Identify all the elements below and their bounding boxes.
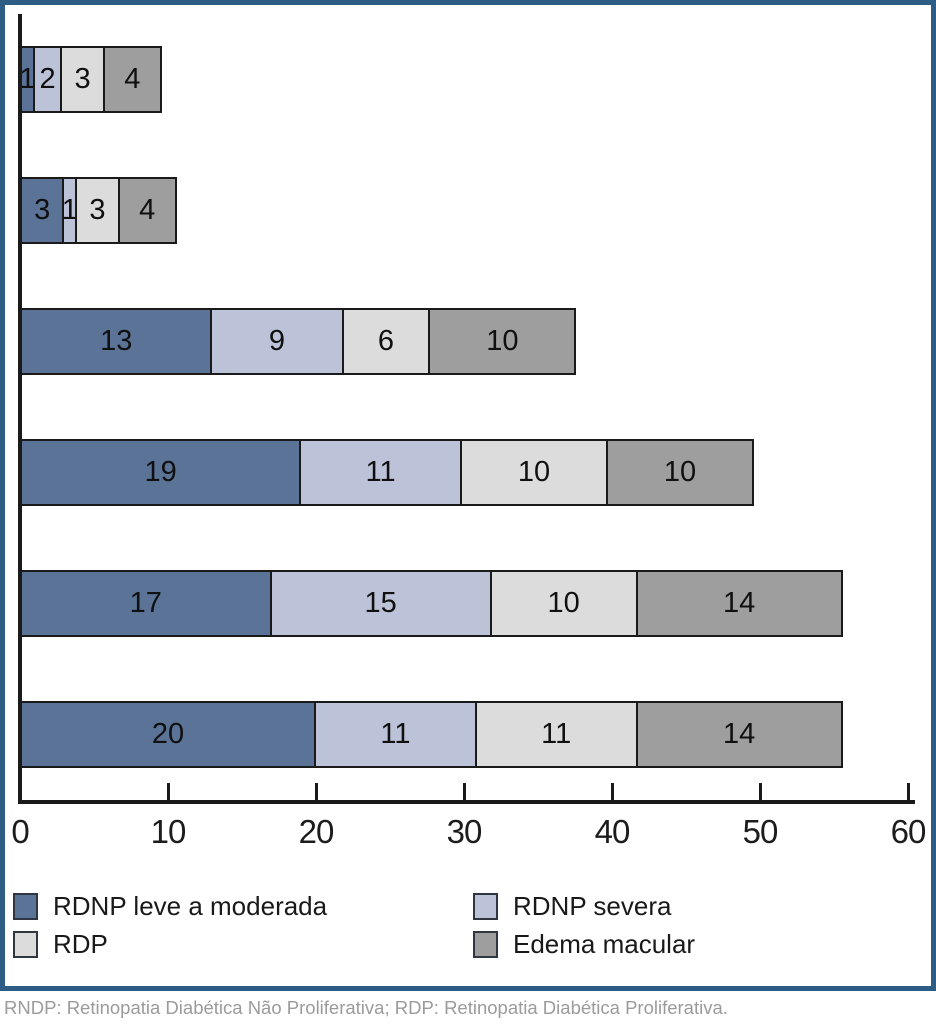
x-tick-mark xyxy=(314,783,318,801)
x-tick-label: 0 xyxy=(11,813,29,850)
legend-swatch-rdnp-severa xyxy=(473,892,498,920)
bar-segment: 6 xyxy=(341,308,431,375)
x-tick-label: 50 xyxy=(742,813,779,850)
bar-segment: 11 xyxy=(299,439,462,506)
bar-segment: 1 xyxy=(62,177,78,244)
x-tick-mark xyxy=(906,783,910,801)
bar-segment: 3 xyxy=(75,177,120,244)
x-tick-mark xyxy=(758,783,762,801)
bar-segment: 10 xyxy=(489,570,638,637)
bar-segment: 10 xyxy=(605,439,754,506)
legend-swatch-rdp xyxy=(13,930,38,958)
x-tick-mark xyxy=(166,783,170,801)
legend-item-edema: Edema macular xyxy=(473,929,695,959)
bar-row: 13 9 6 10 xyxy=(20,276,920,407)
legend-item-rdnp-leve: RDNP leve a moderada xyxy=(13,891,327,921)
bar-segment: 15 xyxy=(269,570,492,637)
bar-segment: 19 xyxy=(20,439,302,506)
bar-segment: 17 xyxy=(20,570,272,637)
legend-swatch-rdnp-leve xyxy=(13,892,38,920)
x-axis-line xyxy=(18,800,915,804)
bar-segment: 14 xyxy=(635,570,843,637)
legend-label: RDP xyxy=(53,928,108,959)
x-tick-label: 20 xyxy=(298,813,335,850)
bar-segment: 3 xyxy=(60,46,105,113)
bar-row: 20 11 11 14 xyxy=(20,669,920,800)
bar-segment: 10 xyxy=(459,439,608,506)
bar-segment: 14 xyxy=(635,701,843,768)
legend-item-rdnp-severa: RDNP severa xyxy=(473,891,671,921)
bar-row: 19 11 10 10 xyxy=(20,407,920,538)
bar-segment: 13 xyxy=(20,308,213,375)
footnote: RNDP: Retinopatia Diabética Não Prolifer… xyxy=(4,997,728,1018)
x-tick-label: 30 xyxy=(446,813,483,850)
bar-segment: 3 xyxy=(20,177,65,244)
bar-segment: 10 xyxy=(428,308,577,375)
bar-segment: 20 xyxy=(20,701,316,768)
x-tick-label: 10 xyxy=(150,813,187,850)
legend-label: RDNP leve a moderada xyxy=(53,890,328,921)
legend-item-rdp: RDP xyxy=(13,929,108,959)
bars-area: 1 2 3 4 3 1 3 4 13 9 6 10 19 11 10 10 17 15 10 14 20 11 11 14 xyxy=(19,14,920,800)
x-tick-mark xyxy=(462,783,466,801)
bar-segment: 11 xyxy=(314,701,477,768)
bar-segment: 4 xyxy=(117,177,177,244)
y-axis-line xyxy=(18,14,22,804)
legend-label: RDNP severa xyxy=(513,890,672,921)
bar-segment: 2 xyxy=(32,46,63,113)
bar-segment: 4 xyxy=(102,46,162,113)
x-tick-label: 40 xyxy=(594,813,631,850)
bar-segment: 9 xyxy=(210,308,344,375)
chart-frame: 1 2 3 4 3 1 3 4 13 9 6 10 19 11 10 10 17 15 10 14 20 11 11 14 0… xyxy=(0,0,936,991)
x-tick-label: 60 xyxy=(890,813,927,850)
bar-segment: 11 xyxy=(474,701,638,768)
bar-row: 17 15 10 14 xyxy=(20,538,920,669)
legend-label: Edema macular xyxy=(513,928,696,959)
x-tick-mark xyxy=(610,783,614,801)
legend-swatch-edema xyxy=(473,930,498,958)
